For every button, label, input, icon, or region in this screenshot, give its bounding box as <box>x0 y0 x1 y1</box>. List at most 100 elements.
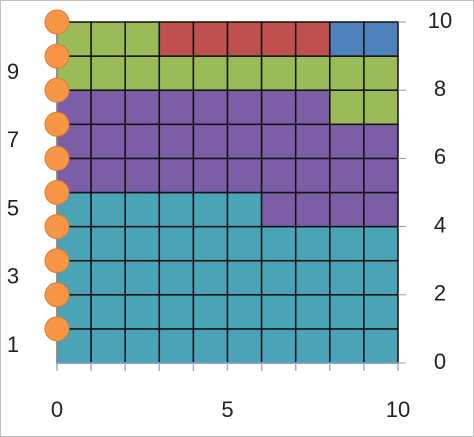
waffle-cell <box>363 191 399 228</box>
waffle-cell <box>124 225 161 262</box>
waffle-cell <box>90 157 126 194</box>
scatter-point <box>44 43 70 69</box>
waffle-cell <box>158 225 195 262</box>
waffle-cell <box>192 259 229 296</box>
waffle-cell <box>158 191 195 228</box>
scatter-point <box>44 214 70 240</box>
waffle-cell <box>124 123 161 160</box>
scatter-point <box>44 77 70 103</box>
waffle-cell <box>90 328 126 364</box>
waffle-cell <box>124 259 161 296</box>
waffle-cell <box>260 21 297 57</box>
waffle-cell <box>294 89 331 126</box>
waffle-cell <box>158 123 195 160</box>
waffle-cell <box>124 328 161 364</box>
waffle-cell <box>124 191 161 228</box>
x-tick-label: 10 <box>386 397 410 422</box>
waffle-cell <box>260 55 297 91</box>
waffle-cell <box>260 89 297 126</box>
waffle-cell <box>90 259 126 296</box>
waffle-cell <box>260 294 297 330</box>
waffle-cell <box>158 157 195 194</box>
waffle-cell <box>294 191 331 228</box>
waffle-cell <box>363 89 399 126</box>
waffle-cell <box>260 259 297 296</box>
waffle-cell <box>260 225 297 262</box>
waffle-cell <box>363 294 399 330</box>
scatter-point <box>44 145 70 171</box>
waffle-cell <box>90 55 126 91</box>
waffle-cell <box>226 225 263 262</box>
waffle-cell <box>124 157 161 194</box>
waffle-cell <box>192 225 229 262</box>
waffle-cell <box>124 89 161 126</box>
y-tick-label: 2 <box>434 281 446 306</box>
waffle-cell <box>260 328 297 364</box>
y-tick-label: 8 <box>434 76 446 101</box>
x-tick-label: 5 <box>221 397 233 422</box>
y-tick-label: 6 <box>434 144 446 169</box>
waffle-cell <box>124 21 161 57</box>
waffle-cell <box>294 123 331 160</box>
waffle-cell <box>192 191 229 228</box>
waffle-cell <box>363 157 399 194</box>
waffle-cell <box>158 21 195 57</box>
waffle-cell <box>363 225 399 262</box>
scatter-point <box>44 282 70 308</box>
waffle-cell <box>158 294 195 330</box>
waffle-cell <box>192 21 229 57</box>
waffle-cell <box>226 89 263 126</box>
waffle-cell <box>363 123 399 160</box>
waffle-cell <box>329 191 365 228</box>
x-tick-label: 0 <box>51 397 63 422</box>
y2-tick-label: 3 <box>7 264 19 289</box>
waffle-cell <box>260 191 297 228</box>
waffle-cell <box>294 294 331 330</box>
waffle-cell <box>192 328 229 364</box>
waffle-cell <box>329 123 365 160</box>
scatter-point <box>44 248 70 274</box>
waffle-cell <box>226 328 263 364</box>
scatter-point <box>44 316 70 342</box>
waffle-cell <box>192 123 229 160</box>
waffle-cell <box>90 89 126 126</box>
waffle-cell <box>192 294 229 330</box>
waffle-cell <box>226 157 263 194</box>
y-tick-label: 4 <box>434 212 446 237</box>
scatter-point <box>44 180 70 205</box>
waffle-cell <box>226 259 263 296</box>
waffle-cell <box>329 259 365 296</box>
waffle-cell <box>260 157 297 194</box>
waffle-cell <box>294 225 331 262</box>
waffle-cell <box>226 55 263 91</box>
waffle-cell <box>124 294 161 330</box>
y2-tick-label: 9 <box>7 59 19 84</box>
waffle-cell <box>329 55 365 91</box>
waffle-cell <box>90 191 126 228</box>
y2-tick-label: 7 <box>7 127 19 152</box>
waffle-cell <box>90 294 126 330</box>
waffle-cell <box>294 259 331 296</box>
waffle-cell <box>329 89 365 126</box>
waffle-cell <box>260 123 297 160</box>
waffle-cell <box>294 55 331 91</box>
waffle-cell <box>363 21 399 57</box>
waffle-cell <box>294 328 331 364</box>
waffle-cell <box>158 259 195 296</box>
y2-tick-label: 1 <box>7 332 19 357</box>
waffle-cell <box>90 123 126 160</box>
waffle-cell <box>90 225 126 262</box>
waffle-cell <box>226 294 263 330</box>
waffle-cell <box>294 157 331 194</box>
waffle-cell <box>363 328 399 364</box>
waffle-cell <box>329 157 365 194</box>
waffle-cell <box>124 55 161 91</box>
waffle-cell <box>329 328 365 364</box>
waffle-cell <box>329 294 365 330</box>
waffle-cell <box>329 225 365 262</box>
waffle-cell <box>90 21 126 57</box>
waffle-cell <box>226 123 263 160</box>
y-tick-label: 10 <box>428 8 452 33</box>
waffle-cell <box>158 55 195 91</box>
